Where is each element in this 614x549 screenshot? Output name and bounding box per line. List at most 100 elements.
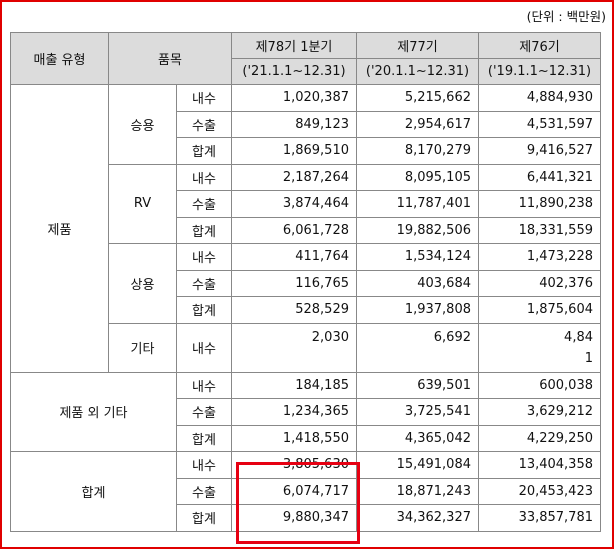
- group-passenger: 승용: [108, 84, 177, 165]
- row-sub: 합계: [176, 504, 232, 532]
- cell-76: 9,416,527: [478, 137, 601, 165]
- cell-76: 1,473,228: [478, 243, 601, 271]
- table-row: 제품 외 기타 내수 184,185 639,501 600,038: [10, 371, 601, 452]
- cell-77: 3,725,541: [356, 398, 479, 426]
- row-sub: 합계: [176, 296, 232, 324]
- group-etc: 기타: [108, 322, 177, 373]
- header-row-range: ('21.1.1~12.31) ('20.1.1~12.31) ('19.1.1…: [11, 58, 601, 85]
- cell-76-line1: 4,84: [564, 329, 593, 345]
- cell-78: 3,805,630: [231, 451, 357, 479]
- cell-76: 4,531,597: [478, 110, 601, 138]
- header-p78-range: ('21.1.1~12.31): [231, 58, 357, 85]
- cell-78: 3,874,464: [231, 190, 357, 218]
- row-sub: 합계: [176, 216, 232, 244]
- cell-78: 1,869,510: [231, 137, 357, 165]
- section-other: 제품 외 기타: [10, 371, 177, 452]
- cell-77: 19,882,506: [356, 216, 479, 244]
- cell-76: 3,629,212: [478, 398, 601, 426]
- header-p77-range: ('20.1.1~12.31): [356, 58, 479, 85]
- cell-77: 8,095,105: [356, 163, 479, 191]
- cell-77: 1,534,124: [356, 243, 479, 271]
- row-sub: 내수: [176, 84, 232, 112]
- cell-78: 2,030: [231, 322, 357, 373]
- table-row: 수출 849,123 2,954,617 4,531,597: [11, 110, 601, 138]
- section-total: 합계: [10, 451, 177, 532]
- cell-76: 11,890,238: [478, 190, 601, 218]
- cell-78: 9,880,347: [231, 504, 357, 532]
- cell-76: 1,875,604: [478, 296, 601, 324]
- header-row: 매출 유형 품목 제78기 1분기 제77기 제76기: [10, 32, 601, 85]
- cell-78: 2,187,264: [231, 163, 357, 191]
- header-p77: 제77기: [356, 32, 479, 59]
- row-sub: 수출: [176, 190, 232, 218]
- cell-78: 6,061,728: [231, 216, 357, 244]
- cell-77: 11,787,401: [356, 190, 479, 218]
- row-sub: 내수: [176, 243, 232, 271]
- cell-77: 8,170,279: [356, 137, 479, 165]
- cell-78: 184,185: [231, 371, 357, 399]
- cell-76: 20,453,423: [478, 477, 601, 505]
- header-p78: 제78기 1분기: [231, 32, 357, 59]
- table-row: 상용 내수 411,764 1,534,124 1,473,228: [11, 243, 601, 324]
- table-row: 수출 6,074,717 18,871,243 20,453,423: [11, 477, 601, 505]
- cell-77: 5,215,662: [356, 84, 479, 112]
- row-sub: 수출: [176, 269, 232, 297]
- cell-77: 639,501: [356, 371, 479, 399]
- cell-78: 528,529: [231, 296, 357, 324]
- cell-78: 1,234,365: [231, 398, 357, 426]
- cell-76: 33,857,781: [478, 504, 601, 532]
- row-sub: 수출: [176, 110, 232, 138]
- row-sub: 내수: [176, 451, 232, 479]
- table-row: 합계 1,869,510 8,170,279 9,416,527: [11, 137, 601, 165]
- cell-77: 34,362,327: [356, 504, 479, 532]
- row-sub: 내수: [176, 371, 232, 399]
- table-row: 제품 승용 내수 1,020,387 5,215,662 4,884,930: [10, 84, 601, 373]
- cell-76: 4,84 1: [478, 322, 601, 373]
- header-p76-range: ('19.1.1~12.31): [478, 58, 601, 85]
- row-sub: 합계: [176, 424, 232, 452]
- table-row: 합계 9,880,347 34,362,327 33,857,781: [11, 504, 601, 532]
- row-sub: 내수: [176, 163, 232, 191]
- header-type: 매출 유형: [10, 32, 109, 85]
- cell-76: 6,441,321: [478, 163, 601, 191]
- row-sub: 수출: [176, 398, 232, 426]
- cell-76-line2: 1: [584, 350, 593, 366]
- table-row: RV 내수 2,187,264 8,095,105 6,441,321: [11, 163, 601, 244]
- cell-77: 403,684: [356, 269, 479, 297]
- row-sub: 수출: [176, 477, 232, 505]
- header-item: 품목: [108, 32, 232, 85]
- cell-78: 1,418,550: [231, 424, 357, 452]
- header-p76: 제76기: [478, 32, 601, 59]
- cell-76: 13,404,358: [478, 451, 601, 479]
- cell-78: 116,765: [231, 269, 357, 297]
- unit-note: (단위 : 백만원): [526, 9, 606, 24]
- group-commercial: 상용: [108, 243, 177, 324]
- cell-78: 6,074,717: [231, 477, 357, 505]
- cell-76: 4,884,930: [478, 84, 601, 112]
- cell-77: 6,692: [356, 322, 479, 373]
- cell-77: 18,871,243: [356, 477, 479, 505]
- group-rv: RV: [108, 163, 177, 244]
- table-row: 기타 내수 2,030 6,692 4,84 1: [11, 322, 601, 373]
- table-row: 수출 3,874,464 11,787,401 11,890,238: [11, 190, 601, 218]
- cell-77: 1,937,808: [356, 296, 479, 324]
- cell-76: 402,376: [478, 269, 601, 297]
- table-row: 합계 내수 3,805,630 15,491,084 13,404,358: [10, 451, 601, 532]
- cell-78: 849,123: [231, 110, 357, 138]
- cell-78: 411,764: [231, 243, 357, 271]
- section-product: 제품: [10, 84, 109, 373]
- cell-76: 18,331,559: [478, 216, 601, 244]
- row-sub: 합계: [176, 137, 232, 165]
- cell-77: 2,954,617: [356, 110, 479, 138]
- row-sub: 내수: [176, 322, 232, 373]
- table-row: 합계 6,061,728 19,882,506 18,331,559: [11, 216, 601, 244]
- sales-table: 매출 유형 품목 제78기 1분기 제77기 제76기 ('21.1.1~12.…: [10, 32, 601, 532]
- cell-77: 15,491,084: [356, 451, 479, 479]
- cell-78: 1,020,387: [231, 84, 357, 112]
- table-row: 합계 528,529 1,937,808 1,875,604: [11, 296, 601, 324]
- cell-76: 600,038: [478, 371, 601, 399]
- table-row: 수출 116,765 403,684 402,376: [11, 269, 601, 297]
- cell-77: 4,365,042: [356, 424, 479, 452]
- cell-76: 4,229,250: [478, 424, 601, 452]
